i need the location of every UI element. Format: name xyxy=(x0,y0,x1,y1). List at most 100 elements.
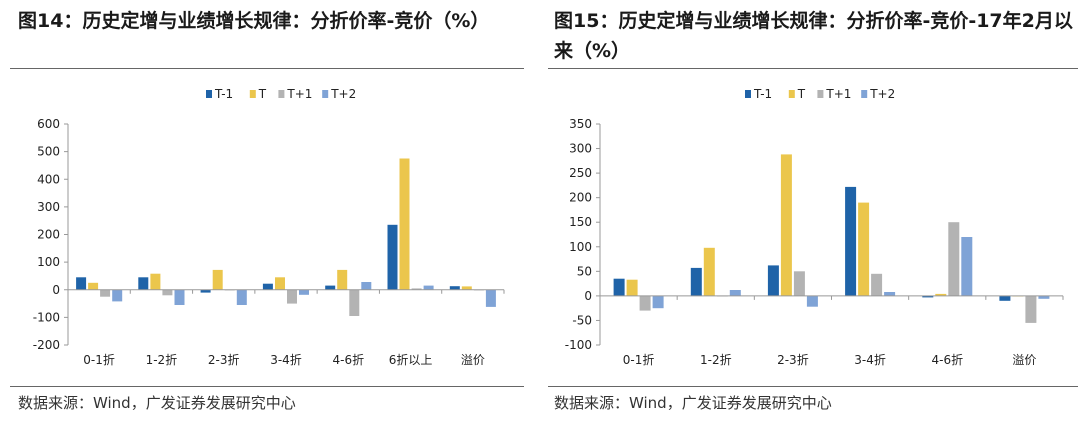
bar-T+2 xyxy=(361,282,372,290)
bar-T xyxy=(935,293,947,296)
legend-label: T-1 xyxy=(214,87,233,101)
y-tick-label: 100 xyxy=(37,255,60,269)
bar-T-1 xyxy=(767,265,779,296)
bar-T+1 xyxy=(411,288,422,290)
y-tick-label: -100 xyxy=(33,310,60,324)
y-tick-label: 300 xyxy=(569,142,592,156)
legend-label: T+1 xyxy=(825,87,851,101)
y-tick-label: -50 xyxy=(572,313,592,327)
bar-T+1 xyxy=(100,289,111,297)
x-tick-label: 溢价 xyxy=(461,353,485,367)
x-tick-label: 0-1折 xyxy=(83,352,115,367)
bar-T+1 xyxy=(639,295,651,311)
bar-T+2 xyxy=(884,292,896,296)
y-tick-label: 600 xyxy=(37,117,60,131)
bar-T-1 xyxy=(845,186,857,296)
data-source-note: 数据来源：Wind，广发证券发展研究中心 xyxy=(18,394,296,412)
x-tick-label: 4-6折 xyxy=(931,352,963,367)
bar-T-1 xyxy=(325,285,336,290)
bar-T+1 xyxy=(349,289,360,316)
bar-T+2 xyxy=(236,289,247,305)
x-tick-label: 0-1折 xyxy=(623,352,655,367)
bar-T-1 xyxy=(76,277,87,290)
bar-T xyxy=(461,286,472,290)
bar-T+2 xyxy=(806,295,818,307)
bar-T+2 xyxy=(729,290,741,296)
legend-swatch xyxy=(249,90,256,98)
legend-label: T+2 xyxy=(330,87,356,101)
bar-T+2 xyxy=(961,237,973,296)
bar-T+1 xyxy=(162,289,173,296)
bar-T-1 xyxy=(387,224,398,290)
bar-T-1 xyxy=(200,289,211,293)
bar-T xyxy=(88,282,99,290)
chart-panel-right: 图15：历史定增与业绩增长规律：分折价率-竞价-17年2月以来（%） -100-… xyxy=(548,0,1080,422)
x-tick-label: 溢价 xyxy=(1012,353,1036,367)
bar-T xyxy=(150,273,161,290)
y-tick-label: 200 xyxy=(569,191,592,205)
legend-swatch xyxy=(817,90,824,98)
y-tick-label: -100 xyxy=(565,338,592,352)
x-tick-label: 2-3折 xyxy=(777,352,809,367)
bar-T+1 xyxy=(1025,295,1037,323)
bar-T+1 xyxy=(871,273,883,296)
data-source-note: 数据来源：Wind，广发证券发展研究中心 xyxy=(554,394,832,412)
y-tick-label: 350 xyxy=(569,117,592,131)
x-tick-label: 4-6折 xyxy=(332,352,364,367)
x-tick-label: 1-2折 xyxy=(146,352,178,367)
y-tick-label: 250 xyxy=(569,166,592,180)
bar-T-1 xyxy=(690,267,702,296)
legend-swatch xyxy=(206,90,212,98)
bar-T-1 xyxy=(613,278,625,296)
bottom-divider xyxy=(10,386,524,387)
bar-chart-discount-all: -200 -100 0 100 200 300 400 500 600 0-1折 1-2折 2-3折 3… xyxy=(33,87,505,367)
top-divider xyxy=(10,68,524,69)
bar-chart-discount-since-2017: -100 -50 0 50 100 150 200 250 300 350 0-1折 1-2折 2-3折… xyxy=(565,87,1064,367)
bar-T-1 xyxy=(138,277,149,290)
bottom-divider xyxy=(548,386,1078,387)
bar-T xyxy=(626,279,638,296)
y-tick-label: 0 xyxy=(584,289,592,303)
x-tick-label: 3-4折 xyxy=(854,352,886,367)
bar-T+2 xyxy=(652,295,664,309)
legend-swatch xyxy=(788,90,795,98)
bar-T-1 xyxy=(999,295,1011,301)
legend-swatch xyxy=(861,90,868,98)
legend-swatch xyxy=(278,90,285,98)
x-tick-label: 1-2折 xyxy=(700,352,732,367)
x-tick-label: 6折以上 xyxy=(389,352,433,367)
legend-swatch xyxy=(322,90,329,98)
y-tick-label: 0 xyxy=(52,283,60,297)
legend-swatch xyxy=(745,90,751,98)
bar-T+2 xyxy=(423,285,434,290)
bar-T xyxy=(212,269,223,290)
y-tick-label: 150 xyxy=(569,215,592,229)
bar-T-1 xyxy=(449,286,460,290)
bar-T+2 xyxy=(174,289,185,305)
bar-T xyxy=(399,158,410,290)
y-tick-label: 400 xyxy=(37,172,60,186)
bar-T+2 xyxy=(485,289,496,307)
legend-label: T+2 xyxy=(869,87,895,101)
y-tick-label: 50 xyxy=(577,264,592,278)
y-tick-label: 100 xyxy=(569,240,592,254)
bar-T+1 xyxy=(287,289,297,304)
y-tick-label: 300 xyxy=(37,200,60,214)
bar-T+2 xyxy=(299,289,309,295)
figure-title: 图15：历史定增与业绩增长规律：分折价率-竞价-17年2月以来（%） xyxy=(554,10,1073,62)
legend-label: T xyxy=(258,87,267,101)
bar-T+2 xyxy=(112,289,123,302)
bar-T xyxy=(703,247,715,296)
legend-label: T xyxy=(797,87,806,101)
bar-T-1 xyxy=(922,295,934,298)
x-tick-label: 2-3折 xyxy=(208,352,240,367)
bar-T+1 xyxy=(793,271,805,296)
x-tick-label: 3-4折 xyxy=(270,352,302,367)
y-tick-label: -200 xyxy=(33,338,60,352)
top-divider xyxy=(548,68,1078,69)
legend-label: T+1 xyxy=(286,87,312,101)
figure-title: 图14：历史定增与业绩增长规律：分折价率-竞价（%） xyxy=(18,10,490,32)
chart-panel-left: 图14：历史定增与业绩增长规律：分折价率-竞价（%） -200 -100 0 100 2… xyxy=(0,0,528,422)
bar-T-1 xyxy=(262,283,273,290)
bar-T+1 xyxy=(948,222,960,296)
